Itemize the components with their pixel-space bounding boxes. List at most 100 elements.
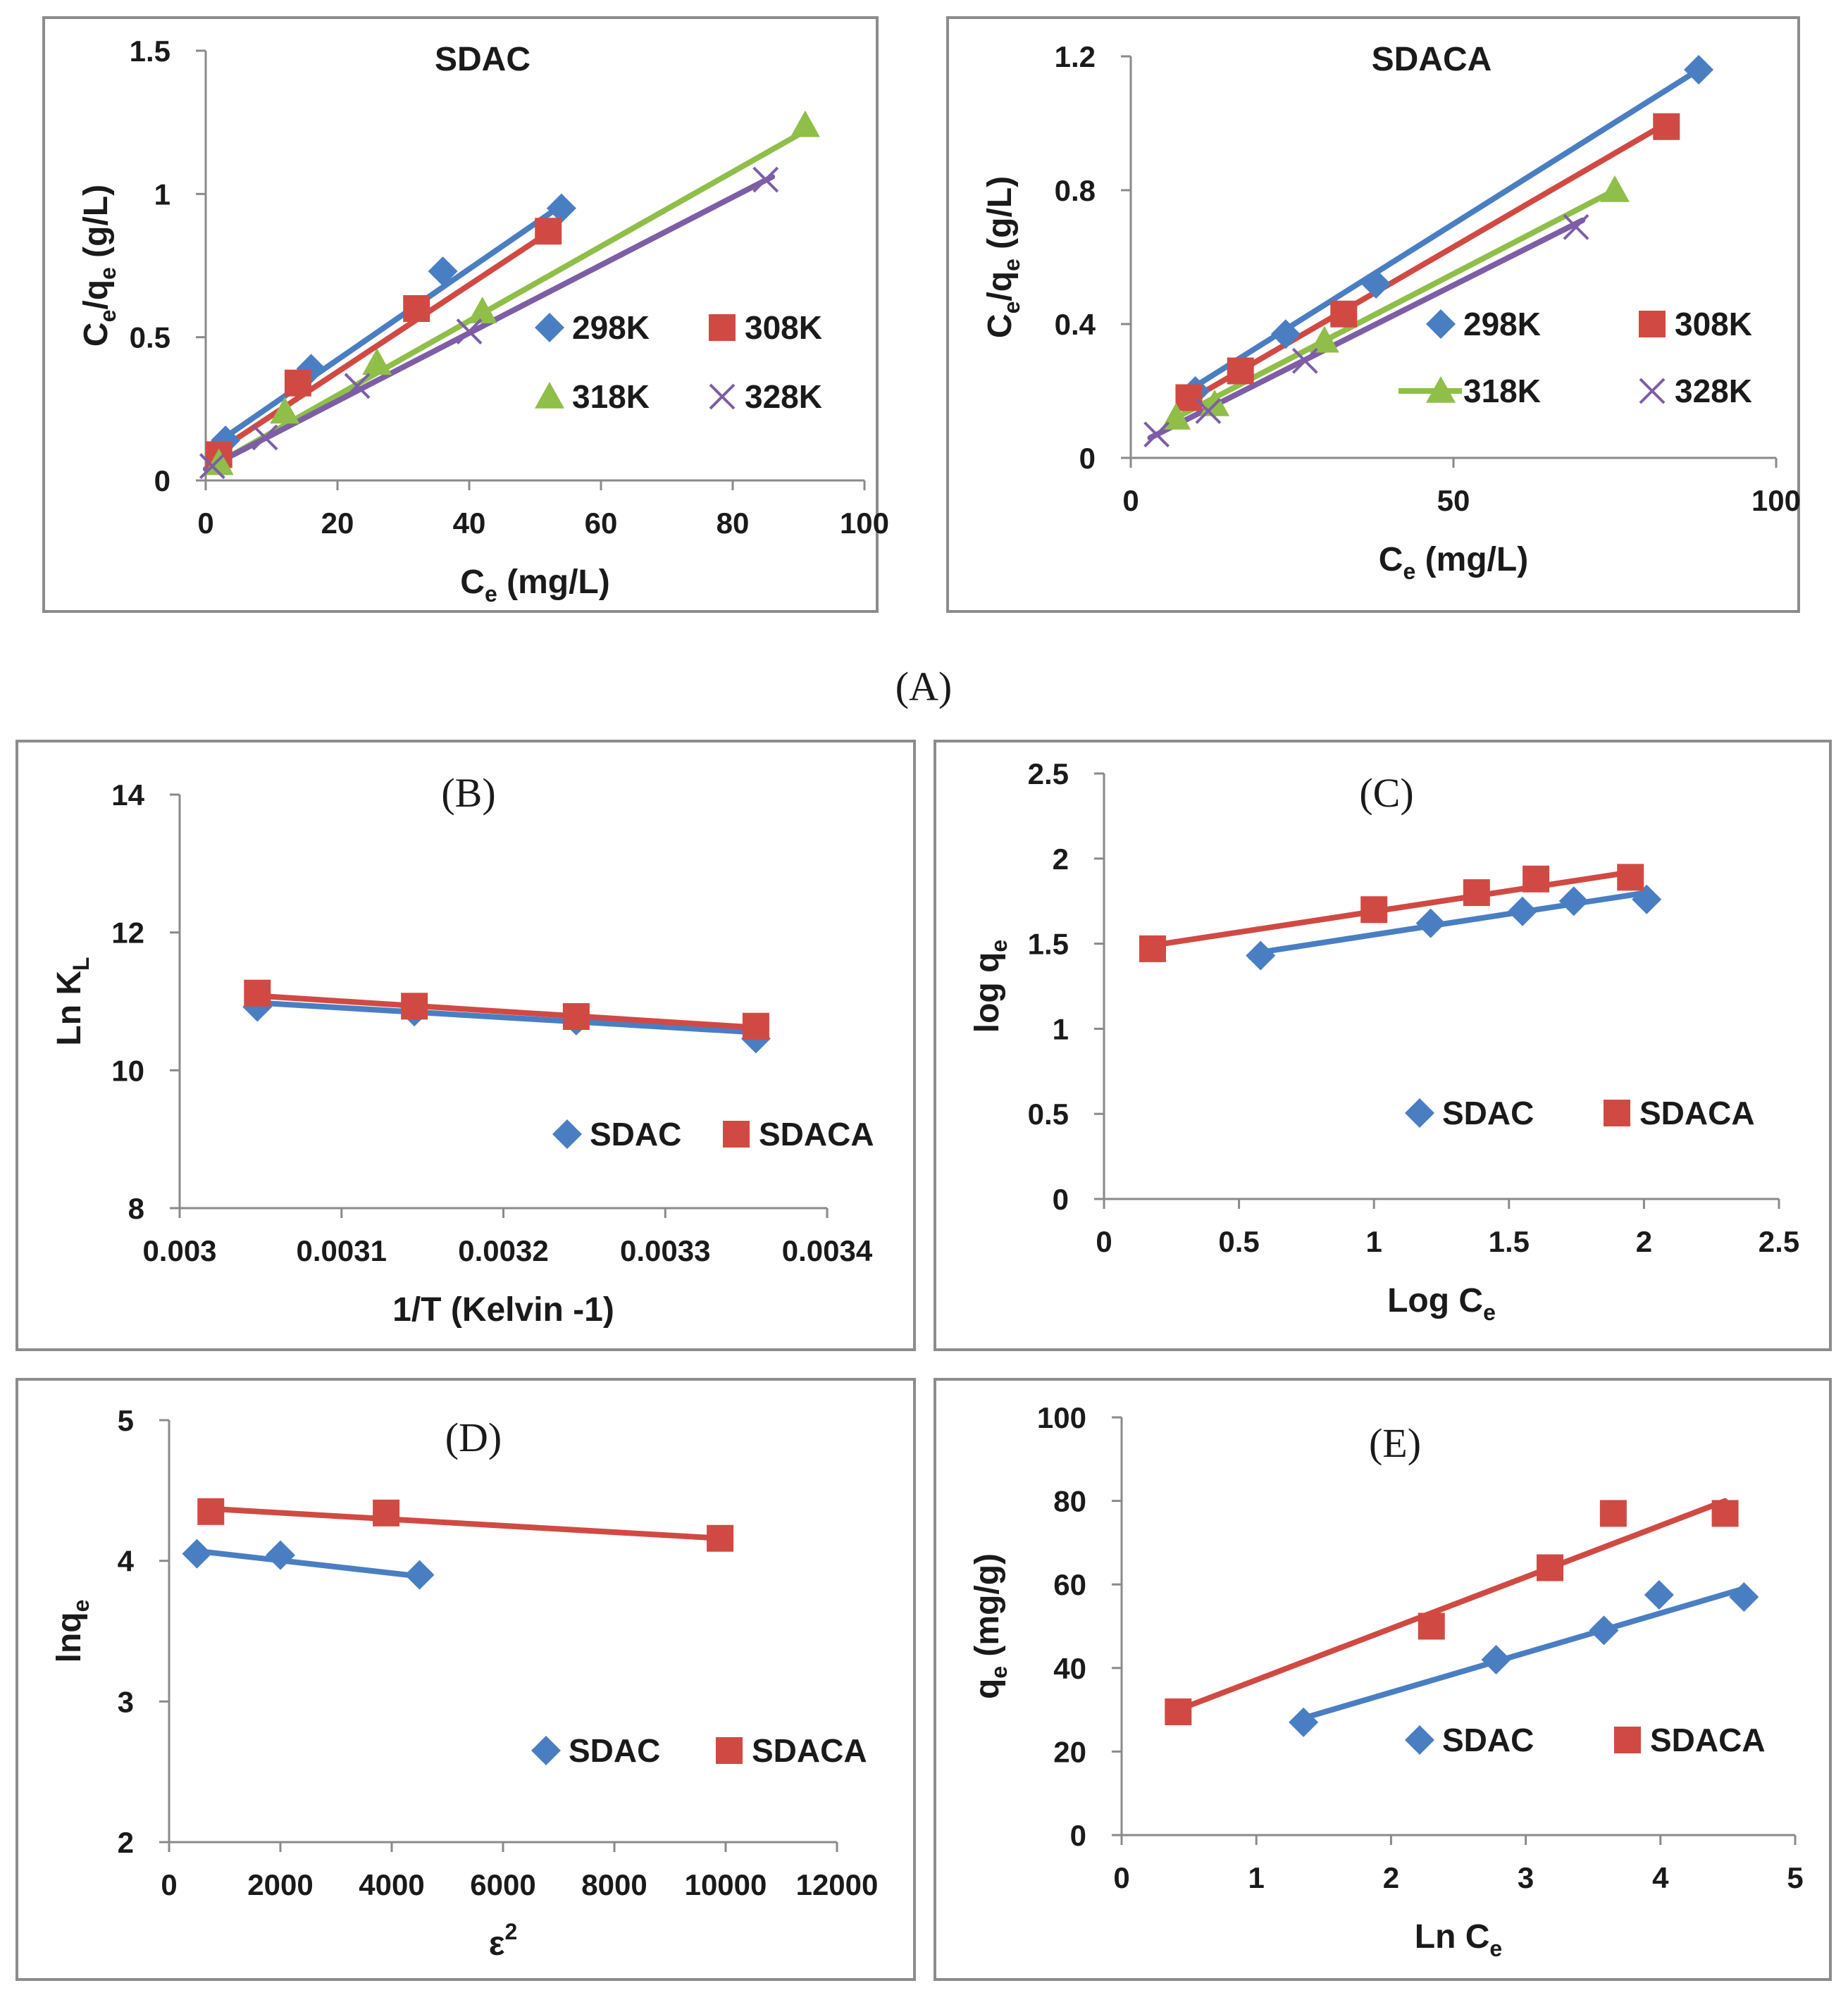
y-tick-label: 80 <box>1053 1485 1086 1518</box>
data-point-sdac <box>1415 908 1446 938</box>
chart-title: SDACA <box>1372 41 1492 78</box>
legend-label-sdaca: SDACA <box>1639 1095 1755 1131</box>
data-point-sdac <box>1289 1707 1319 1737</box>
x-tick-label: 0.0031 <box>297 1234 387 1267</box>
chart-a2: 0 50 100 0 0.4 0.8 1.2 SDACA Ce (mg/L) Ce/qe (g/L… <box>946 16 1801 613</box>
x-tick-label: 4 <box>1652 1861 1669 1894</box>
y-tick-label: 12 <box>111 916 144 950</box>
data-point-308k <box>1330 300 1358 328</box>
x-tick-label: 1 <box>1248 1861 1265 1894</box>
fit-line-sdaca <box>254 993 759 1031</box>
y-tick-label: 0 <box>1053 1183 1069 1216</box>
chart-title: SDAC <box>435 41 531 78</box>
legend-label-sdaca: SDACA <box>1650 1722 1766 1758</box>
x-tick-label: 0.0034 <box>782 1234 873 1267</box>
chart-frame <box>15 1378 916 1981</box>
data-point-sdaca <box>401 993 428 1020</box>
x-tick-label: 3 <box>1518 1861 1534 1894</box>
legend-marker-318k <box>535 382 564 409</box>
x-tick-label: 0 <box>1113 1861 1129 1894</box>
y-tick-label: 2.5 <box>1028 757 1069 790</box>
legend-label-318k: 318K <box>1463 373 1541 409</box>
y-tick-label: 1 <box>154 178 170 211</box>
data-point-sdaca <box>707 1524 734 1552</box>
x-tick-label: 2 <box>1383 1861 1399 1894</box>
x-axis-label: 1/T (Kelvin -1) <box>392 1291 614 1329</box>
chart-frame <box>42 16 879 613</box>
x-tick-label: 100 <box>840 506 889 540</box>
data-point-328k <box>344 373 371 399</box>
y-tick-label: 100 <box>1037 1401 1086 1434</box>
legend-label-298k: 298K <box>572 309 650 346</box>
x-tick-label: 0.5 <box>1218 1225 1259 1258</box>
fit-line-318k <box>209 128 808 469</box>
legend-marker-sdac <box>1405 1098 1434 1128</box>
data-point-328k <box>456 318 483 344</box>
figure-label-a: (A) <box>895 664 953 709</box>
data-point-sdac <box>1558 886 1589 916</box>
chart-frame <box>946 16 1800 613</box>
x-tick-label: 0 <box>197 506 213 540</box>
legend-marker-308k <box>709 314 736 341</box>
data-point-308k <box>1653 113 1680 140</box>
data-point-sdaca <box>1537 1554 1564 1581</box>
x-tick-label: 12000 <box>796 1868 879 1901</box>
legend-label-308k: 308K <box>745 309 822 346</box>
legend-marker-sdac <box>1405 1725 1434 1755</box>
x-tick-label: 8000 <box>581 1868 647 1901</box>
x-axis-label: Ce (mg/L) <box>1379 541 1528 584</box>
legend-marker-328k <box>709 383 736 410</box>
fit-line-298k <box>209 202 564 449</box>
y-tick-label: 0 <box>1070 1819 1086 1852</box>
data-point-sdac <box>404 1560 435 1590</box>
y-axis-label: Ce/qe (g/L) <box>981 176 1024 338</box>
chart-frame <box>934 1378 1832 1981</box>
fit-line-298k <box>1179 67 1702 397</box>
data-point-318k <box>467 297 497 323</box>
data-point-328k <box>752 166 779 193</box>
data-point-sdac <box>1481 1644 1511 1674</box>
legend-marker-318k <box>1426 376 1456 403</box>
legend-label-328k: 328K <box>745 378 822 415</box>
y-tick-label: 10 <box>111 1054 144 1087</box>
chart-d: 0 2000 4000 6000 8000 10000 12000 2 3 4 5 (D) ε2 lnqe… <box>15 1378 916 1981</box>
y-tick-label: 2 <box>1053 843 1069 876</box>
y-axis-label: log qe <box>969 940 1012 1033</box>
x-tick-label: 2000 <box>247 1868 313 1901</box>
data-point-sdaca <box>1711 1500 1739 1527</box>
data-point-sdaca <box>1165 1698 1192 1726</box>
x-axis-label: ε2 <box>489 1919 518 1963</box>
y-tick-label: 0 <box>1079 442 1096 475</box>
x-tick-label: 20 <box>321 506 354 540</box>
chart-a1: 0 20 40 60 80 100 0 0.5 1 1.5 SDAC Ce (mg/L) Ce/qe (… <box>42 16 889 613</box>
data-point-sdac <box>1246 940 1276 971</box>
y-axis-label: lnqe <box>51 1600 94 1663</box>
chart-frame <box>15 740 916 1351</box>
data-point-298k <box>428 256 458 287</box>
y-tick-label: 20 <box>1053 1735 1086 1768</box>
x-tick-label: 100 <box>1751 484 1801 517</box>
y-tick-label: 0.5 <box>1028 1098 1069 1131</box>
fit-line-318k <box>1166 187 1618 424</box>
chart-b: 0.003 0.0031 0.0032 0.0033 0.0034 8 10 12 14 (B) 1… <box>15 740 916 1351</box>
x-tick-label: 0 <box>161 1868 177 1901</box>
data-point-sdaca <box>1418 1612 1445 1640</box>
x-tick-label: 80 <box>717 506 750 540</box>
fit-line-sdac <box>254 1000 759 1036</box>
y-tick-label: 5 <box>118 1404 134 1437</box>
data-point-328k <box>252 424 278 451</box>
x-tick-label: 60 <box>585 506 618 540</box>
chart-title: (C) <box>1359 770 1413 816</box>
data-point-sdaca <box>562 1003 590 1031</box>
legend-label-sdac: SDAC <box>1442 1095 1534 1131</box>
data-point-328k <box>1563 213 1589 240</box>
x-tick-label: 0 <box>1096 1225 1112 1258</box>
y-tick-label: 40 <box>1053 1652 1086 1685</box>
fit-line-328k <box>1147 217 1586 441</box>
legend-marker-sdac <box>552 1119 582 1149</box>
data-point-318k <box>1600 175 1630 202</box>
x-axis-label: Log Ce <box>1387 1282 1496 1325</box>
y-tick-label: 1.5 <box>1028 928 1069 961</box>
y-tick-label: 1.2 <box>1055 40 1096 73</box>
